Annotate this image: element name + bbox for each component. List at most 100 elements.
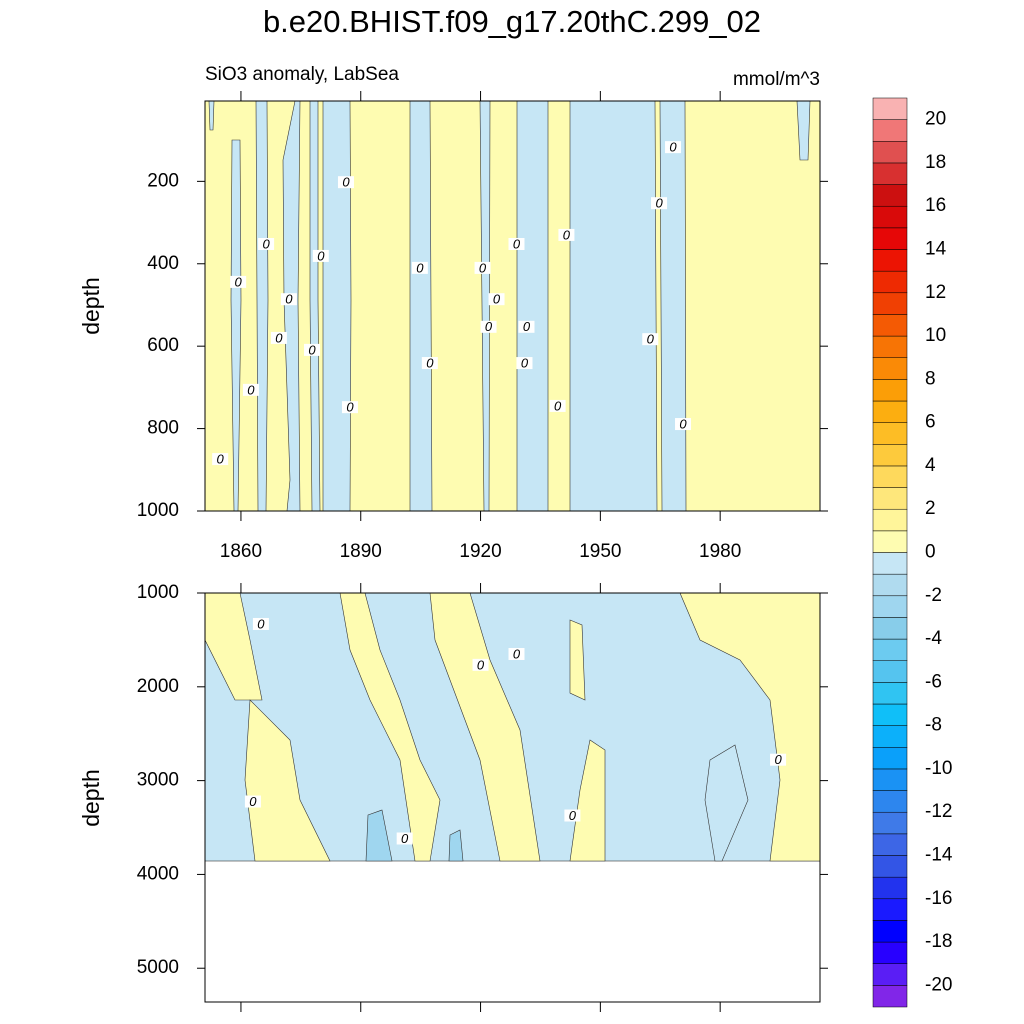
colorbar-box (872, 314, 908, 337)
contour-label: 0 (647, 332, 655, 347)
colorbar-box (872, 703, 908, 726)
colorbar-label: -14 (925, 845, 953, 866)
colorbar-box (872, 141, 908, 164)
y-tick-label: 3000 (137, 770, 179, 791)
contour-label-box (421, 357, 438, 370)
negative-region (365, 809, 393, 862)
negative-region (516, 100, 549, 512)
colorbar-label: -8 (925, 715, 942, 736)
contour-label: 0 (416, 260, 424, 275)
colorbar-box (872, 422, 908, 445)
colorbar-label: -10 (925, 758, 952, 779)
contour-label-box (341, 401, 358, 414)
positive-region (204, 100, 821, 512)
colorbar-box (872, 985, 908, 1008)
contour-label-box (304, 343, 321, 356)
colorbar-box (872, 768, 908, 791)
negative-region (569, 100, 658, 512)
contour-label: 0 (275, 330, 283, 345)
y-tick-label: 200 (147, 170, 179, 191)
colorbar-label: -6 (925, 671, 942, 692)
colorbar-label: 2 (925, 498, 936, 519)
contour-label: 0 (774, 752, 782, 767)
colorbar-box (872, 682, 908, 705)
colorbar-box (872, 292, 908, 315)
colorbar-label: 12 (925, 282, 946, 303)
y-axis-label: depth (78, 769, 104, 827)
contour-label: 0 (426, 356, 434, 371)
colorbar-box (872, 595, 908, 618)
y-tick-label: 5000 (137, 957, 179, 978)
colorbar-box (872, 465, 908, 488)
negative-region (208, 100, 215, 131)
contour-label: 0 (342, 175, 350, 190)
positive-region (569, 739, 606, 862)
contour-label-box (516, 357, 533, 370)
positive-region (244, 699, 331, 862)
colorbar-box (872, 400, 908, 423)
contour-label-box (337, 176, 354, 189)
colorbar-label: -16 (925, 888, 952, 909)
negative-region (322, 100, 352, 512)
negative-region (255, 100, 269, 512)
colorbar-label: -18 (925, 931, 952, 952)
contour-label: 0 (401, 831, 409, 846)
colorbar-box (872, 227, 908, 250)
colorbar-box (872, 638, 908, 661)
positive-region (429, 592, 541, 862)
y-tick-label: 2000 (137, 676, 179, 697)
negative-region (448, 829, 464, 862)
colorbar-label: 18 (925, 152, 946, 173)
colorbar-label: 8 (925, 368, 936, 389)
colorbar-box (872, 920, 908, 943)
contour-label-box (675, 418, 692, 431)
contour-label: 0 (513, 236, 521, 251)
y-tick-label: 600 (147, 335, 179, 356)
contour-label: 0 (669, 140, 677, 155)
colorbar-box (872, 552, 908, 575)
contour-label: 0 (308, 342, 316, 357)
positive-region (569, 619, 586, 701)
lower-field (204, 592, 821, 862)
colorbar-label: 16 (925, 195, 946, 216)
colorbar-box (872, 487, 908, 510)
colorbar-box (872, 790, 908, 813)
contour-label-box (508, 237, 525, 250)
contour-label: 0 (257, 616, 265, 631)
colorbar-label: 14 (925, 239, 947, 260)
x-tick-label: 1890 (340, 541, 382, 562)
negative-region (409, 100, 433, 512)
subtitle: SiO3 anomaly, LabSea (205, 64, 399, 85)
colorbar-box (872, 855, 908, 878)
contour-label: 0 (317, 248, 325, 263)
x-tick-label: 1980 (699, 541, 741, 562)
contour-label-box (270, 331, 287, 344)
colorbar-box (872, 530, 908, 553)
negative-region (659, 100, 687, 512)
colorbar-box (872, 249, 908, 272)
contour-label: 0 (523, 319, 531, 334)
contour-label-box (665, 141, 682, 154)
plot-frame (204, 100, 821, 512)
y-tick-label: 400 (147, 253, 179, 274)
chart-title: b.e20.BHIST.f09_g17.20thC.299_02 (263, 4, 761, 39)
contour-label-box (558, 228, 575, 241)
x-tick-label: 1860 (220, 541, 262, 562)
contour-label-box (230, 275, 247, 288)
colorbar-box (872, 725, 908, 748)
contour-label-box (244, 795, 261, 808)
colorbar-box (872, 747, 908, 770)
y-tick-label: 800 (147, 418, 179, 439)
colorbar-label: -2 (925, 585, 942, 606)
colorbar-box (872, 833, 908, 856)
contour-label-box (549, 399, 566, 412)
contour-label-box (508, 647, 525, 660)
contour-label: 0 (217, 452, 225, 467)
contour-label: 0 (554, 398, 562, 413)
contour-label-box (770, 753, 787, 766)
colorbar-box (872, 270, 908, 294)
y-tick-label: 1000 (137, 500, 179, 521)
contour-label: 0 (485, 319, 493, 334)
colorbar-label: 20 (925, 109, 946, 130)
